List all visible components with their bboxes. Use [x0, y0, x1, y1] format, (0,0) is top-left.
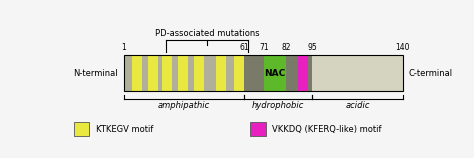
Bar — [178, 55, 188, 91]
Text: KTKEGV motif: KTKEGV motif — [96, 125, 154, 134]
Text: 95: 95 — [308, 43, 317, 52]
Text: 1: 1 — [121, 43, 126, 52]
Text: hydrophobic: hydrophobic — [252, 101, 304, 110]
Text: NAC: NAC — [264, 69, 286, 78]
Text: amphipathic: amphipathic — [158, 101, 210, 110]
Bar — [147, 55, 158, 91]
Bar — [286, 55, 312, 91]
Text: 61: 61 — [239, 43, 249, 52]
Bar — [264, 55, 286, 91]
Bar — [74, 122, 90, 136]
Bar — [162, 55, 172, 91]
Bar — [312, 55, 403, 91]
Bar — [132, 55, 142, 91]
Bar — [298, 55, 308, 91]
Text: 140: 140 — [395, 43, 410, 52]
Text: acidic: acidic — [345, 101, 370, 110]
Bar — [124, 55, 244, 91]
Bar — [194, 55, 204, 91]
Text: 71: 71 — [259, 43, 269, 52]
Text: VKKDQ (KFERQ-like) motif: VKKDQ (KFERQ-like) motif — [272, 125, 382, 134]
Bar — [244, 55, 264, 91]
Bar — [234, 55, 244, 91]
Text: PD-associated mutations: PD-associated mutations — [155, 29, 259, 38]
Text: 82: 82 — [282, 43, 291, 52]
Text: C-terminal: C-terminal — [408, 69, 452, 78]
Bar — [250, 122, 266, 136]
Bar — [216, 55, 226, 91]
Text: N-terminal: N-terminal — [73, 69, 118, 78]
Bar — [124, 55, 403, 91]
